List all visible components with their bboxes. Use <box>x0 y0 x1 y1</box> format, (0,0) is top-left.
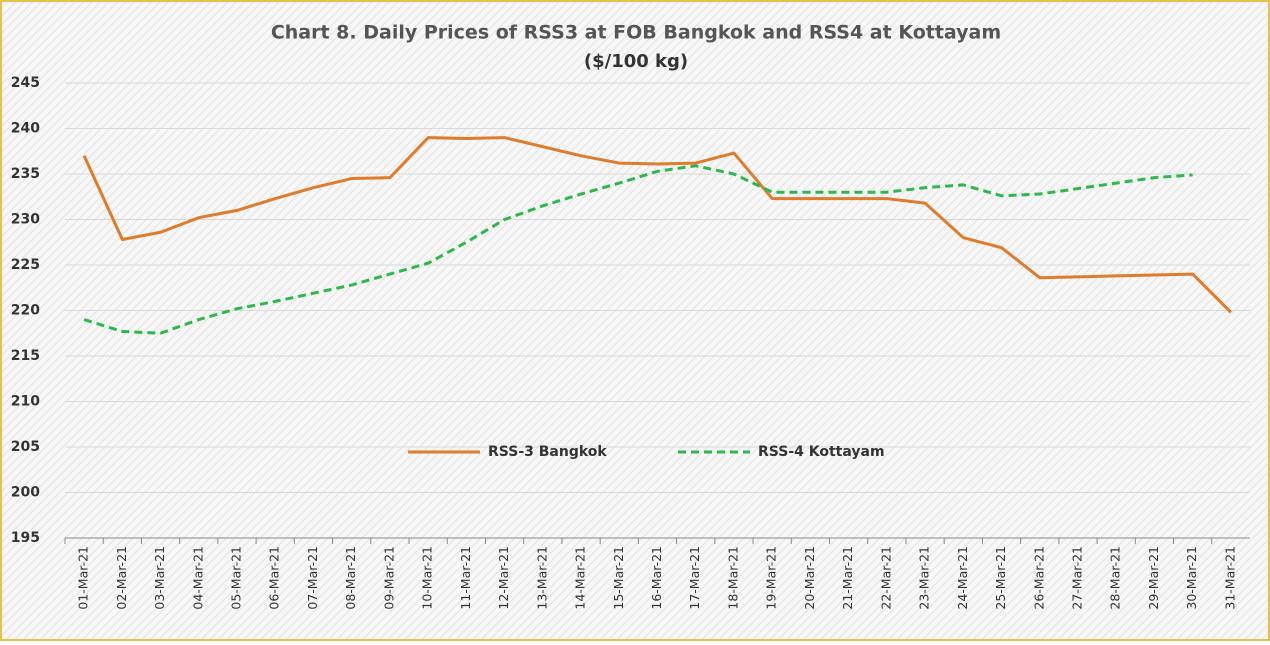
y-tick-label: 205 <box>11 439 40 455</box>
x-tick-label: 26-Mar-21 <box>1031 546 1046 610</box>
y-tick-label: 230 <box>11 212 40 228</box>
x-tick-label: 02-Mar-21 <box>114 546 129 610</box>
x-tick-label: 12-Mar-21 <box>496 546 511 610</box>
y-tick-label: 195 <box>11 530 40 546</box>
x-tick-label: 17-Mar-21 <box>687 546 702 610</box>
x-tick-label: 29-Mar-21 <box>1146 546 1161 610</box>
y-tick-label: 220 <box>11 303 40 319</box>
x-tick-label: 28-Mar-21 <box>1108 546 1123 610</box>
y-tick-label: 215 <box>11 348 40 364</box>
x-tick-label: 10-Mar-21 <box>420 546 435 610</box>
x-tick-label: 14-Mar-21 <box>573 546 588 610</box>
x-tick-label: 22-Mar-21 <box>878 546 893 610</box>
x-tick-label: 04-Mar-21 <box>190 546 205 610</box>
x-tick-label: 06-Mar-21 <box>267 546 282 610</box>
legend-label: RSS-3 Bangkok <box>488 444 607 460</box>
series-line <box>82 136 1232 314</box>
x-tick-label: 13-Mar-21 <box>534 546 549 610</box>
y-tick-label: 245 <box>11 75 40 91</box>
chart-subtitle: ($/100 kg) <box>584 51 688 72</box>
x-tick-label: 25-Mar-21 <box>993 546 1008 610</box>
x-tick-label: 24-Mar-21 <box>955 546 970 610</box>
x-tick-label: 23-Mar-21 <box>917 546 932 610</box>
y-tick-label: 210 <box>11 394 40 410</box>
x-tick-label: 21-Mar-21 <box>840 546 855 610</box>
x-tick-label: 07-Mar-21 <box>305 546 320 610</box>
x-tick-label: 08-Mar-21 <box>343 546 358 610</box>
y-tick-label: 200 <box>11 485 40 501</box>
x-tick-label: 03-Mar-21 <box>152 546 167 610</box>
x-tick-label: 27-Mar-21 <box>1069 546 1084 610</box>
legend-label: RSS-4 Kottayam <box>758 444 885 460</box>
x-tick-label: 09-Mar-21 <box>381 546 396 610</box>
x-tick-label: 16-Mar-21 <box>649 546 664 610</box>
x-tick-label: 20-Mar-21 <box>802 546 817 610</box>
chart-title: Chart 8. Daily Prices of RSS3 at FOB Ban… <box>271 22 1001 44</box>
x-tick-label: 05-Mar-21 <box>229 546 244 610</box>
x-tick-label: 30-Mar-21 <box>1184 546 1199 610</box>
x-tick-label: 15-Mar-21 <box>611 546 626 610</box>
x-tick-label: 01-Mar-21 <box>76 546 91 610</box>
x-tick-label: 18-Mar-21 <box>725 546 740 610</box>
x-tick-label: 31-Mar-21 <box>1222 546 1237 610</box>
x-tick-label: 11-Mar-21 <box>458 546 473 610</box>
y-tick-label: 235 <box>11 166 40 182</box>
x-tick-label: 19-Mar-21 <box>764 546 779 610</box>
y-tick-label: 240 <box>11 121 40 137</box>
y-tick-label: 225 <box>11 257 40 273</box>
